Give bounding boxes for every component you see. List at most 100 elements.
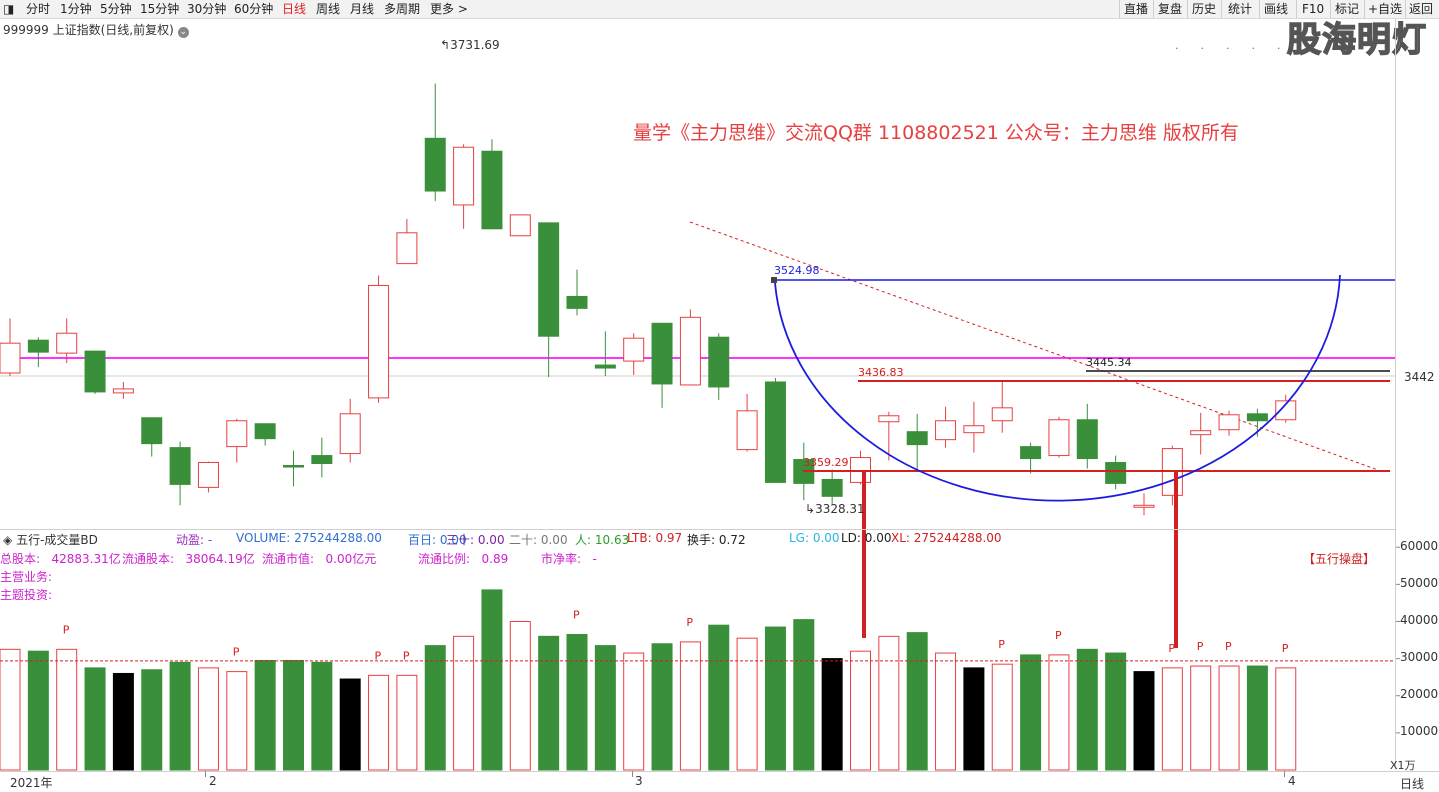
watermark-logo: 股海明灯: [1286, 19, 1427, 61]
candle: [1190, 430, 1212, 436]
p-marker: P: [375, 649, 382, 662]
line-anchor: [771, 277, 777, 283]
p-marker: P: [1197, 640, 1204, 653]
review-button[interactable]: 复盘: [1158, 2, 1183, 16]
volume-bar: [453, 635, 475, 771]
volume-bar: [509, 620, 531, 771]
indicator-field-10: XL: 275244288.00: [891, 531, 1002, 545]
volume-bar: [141, 669, 163, 771]
indicator-field-6: LTB: 0.97: [627, 531, 683, 545]
main-business-label: 主营业务:: [0, 570, 53, 584]
tab-15min[interactable]: 15分钟: [140, 2, 180, 16]
tab-5min[interactable]: 5分钟: [100, 2, 132, 16]
volume-bar: [1161, 667, 1183, 771]
mid-line-label: 3436.83: [858, 366, 904, 379]
candle: [736, 410, 758, 451]
gap-top-label: 3524.98: [774, 264, 820, 277]
date-label-apr: 4: [1288, 774, 1296, 788]
wuxing-button[interactable]: 【五行操盘】: [1303, 552, 1376, 566]
volume-bar: [736, 637, 758, 771]
tab-monthly[interactable]: 月线: [350, 2, 375, 16]
bowl-arc: [774, 274, 1341, 502]
volume-bar: [0, 648, 21, 771]
volume-bar: [1275, 667, 1297, 771]
daily-indicator-label[interactable]: 日线: [1400, 777, 1425, 791]
volume-bar: [1105, 652, 1127, 771]
history-button[interactable]: 历史: [1192, 2, 1217, 16]
candle: [935, 420, 957, 441]
period-toolbar: ◨ 分时 1分钟 5分钟 15分钟 30分钟 60分钟 日线 周线 月线 多周期…: [0, 0, 1439, 19]
volume-axis-20000: 20000: [1400, 687, 1439, 701]
volume-bar: [197, 667, 219, 771]
tab-30min[interactable]: 30分钟: [187, 2, 227, 16]
candle: [141, 417, 163, 445]
symbol-title[interactable]: 999999 上证指数(日线,前复权) ⌄: [3, 23, 189, 38]
dashed-trend-line: [689, 221, 1379, 471]
p-marker: P: [1282, 642, 1289, 655]
collapse-icon[interactable]: ◈: [3, 533, 13, 547]
candle: [1275, 400, 1297, 421]
candle: [424, 137, 446, 192]
indicator-name[interactable]: ◈ 五行-成交量BD: [3, 533, 98, 547]
draw-line-button[interactable]: 画线: [1264, 2, 1289, 16]
p-marker: P: [63, 623, 70, 636]
p-marker: P: [573, 608, 580, 621]
candle: [283, 465, 304, 468]
candle: [84, 350, 106, 393]
candle: [453, 146, 475, 206]
p-marker: P: [686, 616, 693, 629]
date-axis: [0, 771, 1439, 791]
p-marker: P: [998, 638, 1005, 651]
toggle-panel-icon[interactable]: ◨: [3, 2, 15, 16]
volume-bar: [1190, 665, 1212, 771]
candle: [368, 285, 390, 399]
f10-button[interactable]: F10: [1302, 2, 1325, 16]
p-marker: P: [1168, 642, 1175, 655]
candle: [396, 232, 418, 265]
volume-bar: [538, 635, 560, 771]
candle: [566, 295, 588, 309]
live-button[interactable]: 直播: [1124, 2, 1149, 16]
candle: [623, 337, 645, 362]
volume-bar: [878, 635, 900, 771]
low-price-label: ↳3328.31: [805, 502, 865, 516]
volume-bar: [339, 678, 361, 771]
add-favorite-button[interactable]: +自选: [1368, 2, 1403, 16]
tab-1min[interactable]: 1分钟: [60, 2, 92, 16]
candle: [1076, 419, 1098, 460]
volume-bar: [84, 667, 106, 771]
mark-button[interactable]: 标记: [1335, 2, 1360, 16]
tab-daily[interactable]: 日线: [282, 2, 307, 16]
price-axis: [1395, 18, 1439, 770]
fundamental-total-shares: 总股本: 42883.31亿: [0, 552, 121, 566]
volume-bar: [1218, 665, 1240, 771]
tab-60min[interactable]: 60分钟: [234, 2, 274, 16]
volume-bar: [679, 641, 701, 771]
chevron-down-icon[interactable]: ⌄: [177, 27, 189, 38]
indicator-field-7: 换手: 0.72: [687, 533, 746, 547]
fundamental-float-ratio: 流通比例: 0.89: [418, 552, 509, 566]
tab-multi-period[interactable]: 多周期: [384, 2, 421, 16]
candle: [878, 415, 900, 423]
volume-bar: [594, 645, 616, 771]
statistics-button[interactable]: 统计: [1228, 2, 1253, 16]
volume-bar: [481, 589, 503, 771]
candle: [906, 431, 928, 446]
tab-weekly[interactable]: 周线: [316, 2, 341, 16]
tab-more[interactable]: 更多 >: [430, 2, 468, 16]
p-marker: P: [1055, 629, 1062, 642]
candle: [594, 364, 616, 369]
p-marker: P: [1225, 640, 1232, 653]
candle: [481, 150, 503, 230]
volume-bar: [793, 619, 815, 771]
volume-bar: [821, 658, 843, 771]
candle: [708, 336, 730, 388]
volume-bar: [935, 652, 957, 771]
volume-bar: [1020, 654, 1042, 771]
candle: [1133, 504, 1155, 508]
volume-bar: [963, 667, 985, 771]
tab-fenshi[interactable]: 分时: [26, 2, 51, 16]
candle: [538, 222, 560, 337]
back-button[interactable]: 返回: [1409, 2, 1434, 16]
